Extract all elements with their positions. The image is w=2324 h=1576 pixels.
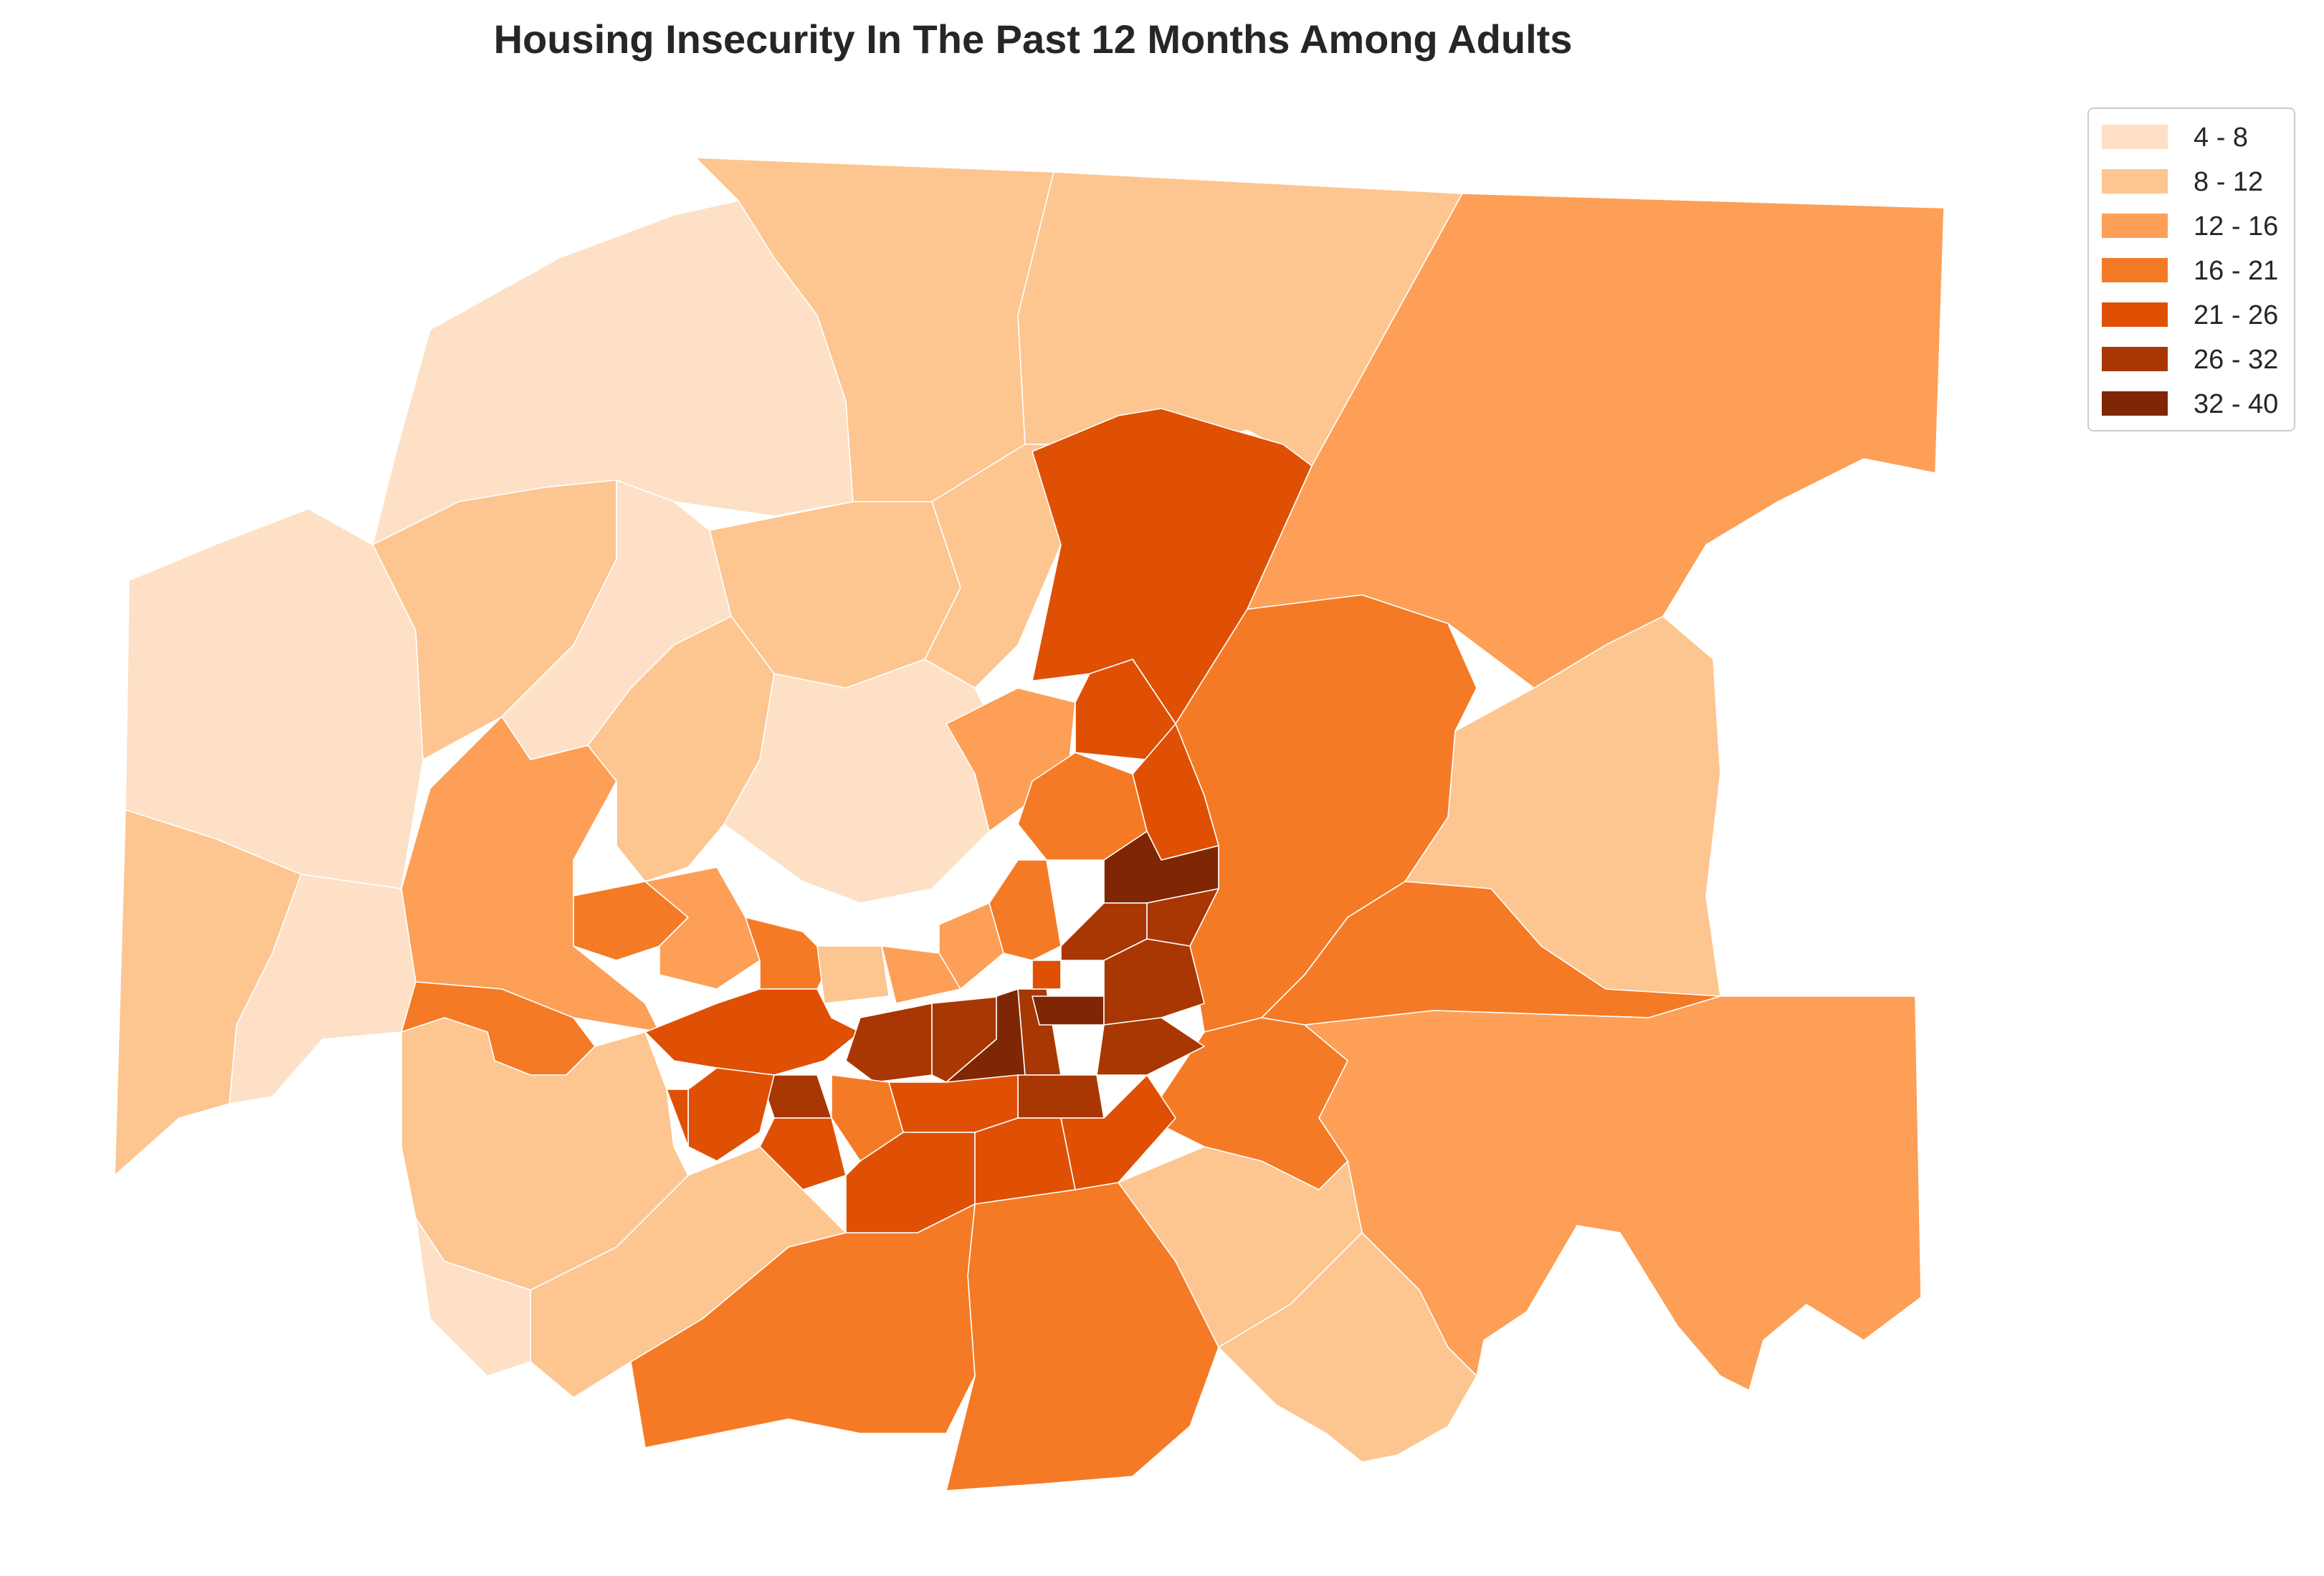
legend-swatch-7: [2102, 391, 2168, 416]
legend-swatch-3: [2102, 214, 2168, 238]
legend-label-3: 12 - 16: [2194, 211, 2279, 242]
legend-swatch-4: [2102, 258, 2168, 282]
legend-item-7: 32 - 40: [2102, 390, 2288, 419]
legend-label-6: 26 - 32: [2194, 345, 2279, 375]
region-sc-8: [666, 1089, 689, 1147]
region-sc-7: [1060, 1074, 1176, 1190]
legend-swatch-6: [2102, 347, 2168, 371]
legend-label-2: 8 - 12: [2194, 167, 2264, 197]
region-c-w4: [816, 945, 890, 1004]
legend-item-2: 8 - 12: [2102, 168, 2288, 196]
region-north-d: [924, 444, 1069, 689]
region-wc-light: [415, 1218, 531, 1377]
legend-label-4: 16 - 21: [2194, 256, 2279, 286]
region-c-w6: [938, 902, 1004, 990]
region-sc-4: [888, 1074, 1019, 1133]
legend-item-6: 26 - 32: [2102, 345, 2288, 374]
legend-label-7: 32 - 40: [2194, 389, 2279, 419]
legend-item-1: 4 - 8: [2102, 123, 2288, 152]
region-core-9: [1146, 888, 1219, 947]
region-core-10: [1096, 1017, 1205, 1076]
legend-item-4: 16 - 21: [2102, 257, 2288, 285]
region-core-13: [989, 859, 1062, 961]
legend-swatch-5: [2102, 302, 2168, 327]
region-core-11: [1017, 1074, 1105, 1119]
legend-label-1: 4 - 8: [2194, 123, 2249, 153]
region-c-w2: [644, 866, 761, 990]
legend-label-5: 21 - 26: [2194, 300, 2279, 330]
map-title: Housing Insecurity In The Past 12 Months…: [493, 16, 1573, 62]
region-sc-6: [974, 1117, 1076, 1205]
legend-swatch-1: [2102, 125, 2168, 149]
region-wc-e: [723, 659, 1019, 904]
region-core-12: [1032, 960, 1062, 990]
region-core-5: [1032, 995, 1105, 1026]
region-sc-2: [759, 1117, 847, 1190]
region-core-1: [845, 1003, 933, 1083]
legend: 4 - 8 8 - 12 12 - 16 16 - 21 21 - 26 26 …: [2087, 108, 2295, 431]
legend-item-5: 21 - 26: [2102, 301, 2288, 330]
region-sc-5: [845, 1132, 976, 1233]
legend-swatch-2: [2102, 169, 2168, 194]
legend-item-3: 12 - 16: [2102, 212, 2288, 241]
region-se-light-b: [1218, 1232, 1477, 1463]
